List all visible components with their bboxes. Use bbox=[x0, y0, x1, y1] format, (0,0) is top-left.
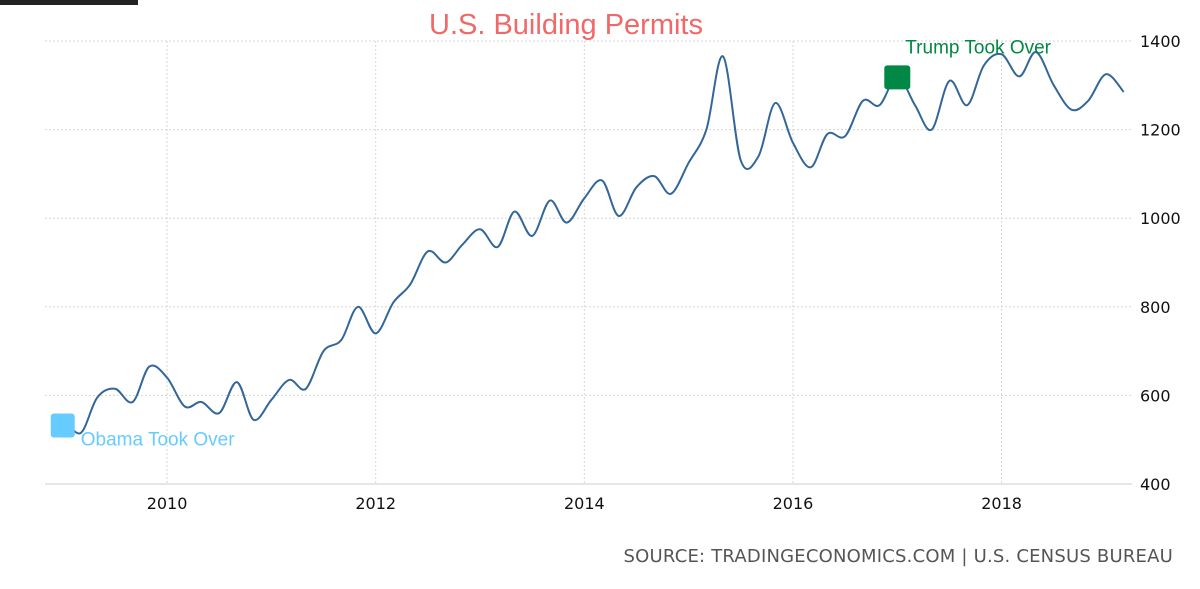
y-tick-label: 1200 bbox=[1140, 121, 1181, 140]
trump-marker bbox=[884, 65, 911, 90]
source-note: SOURCE: TRADINGECONOMICS.COM | U.S. CENS… bbox=[624, 546, 1173, 567]
y-axis-ticks: 400 600 800 1000 1200 1400 bbox=[1140, 32, 1181, 494]
obama-annotation-label: Obama Took Over bbox=[81, 430, 236, 451]
top-left-bar bbox=[0, 0, 138, 5]
x-axis-ticks: 2010 2012 2014 2016 2018 bbox=[147, 494, 1022, 513]
y-tick-label: 1000 bbox=[1140, 209, 1181, 228]
obama-marker bbox=[50, 413, 75, 438]
x-tick-label: 2018 bbox=[981, 494, 1022, 513]
y-tick-label: 800 bbox=[1140, 298, 1171, 317]
y-tick-label: 1400 bbox=[1140, 32, 1181, 51]
x-tick-label: 2014 bbox=[564, 494, 605, 513]
trump-annotation-label: Trump Took Over bbox=[905, 37, 1051, 58]
x-tick-label: 2012 bbox=[355, 494, 396, 513]
x-tick-label: 2010 bbox=[147, 494, 188, 513]
gridlines bbox=[45, 40, 1132, 484]
y-tick-label: 600 bbox=[1140, 386, 1171, 405]
y-tick-label: 400 bbox=[1140, 475, 1171, 494]
x-tick-label: 2016 bbox=[773, 494, 814, 513]
chart-title: U.S. Building Permits bbox=[429, 9, 703, 41]
series-line bbox=[61, 51, 1125, 435]
annotations: Obama Took Over Trump Took Over bbox=[50, 37, 1052, 451]
